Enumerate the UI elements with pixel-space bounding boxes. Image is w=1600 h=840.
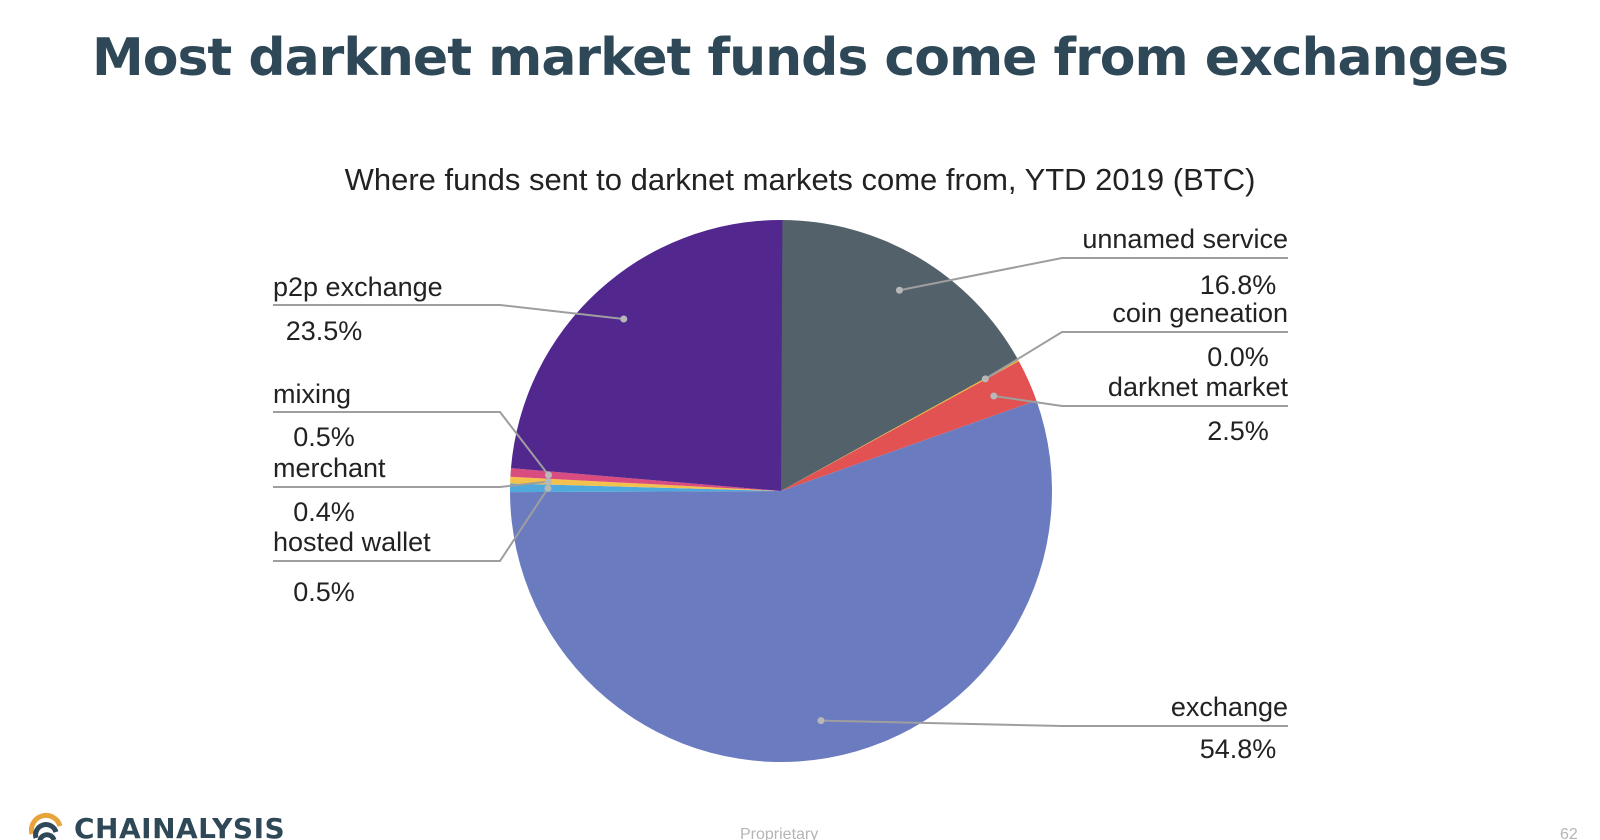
- leader-line-p2p-exchange: [273, 304, 624, 320]
- pie-slice-exchange: [510, 400, 1053, 762]
- brand-logo: CHAINALYSIS: [26, 812, 285, 840]
- pie-slice-hosted-wallet: [509, 483, 781, 493]
- leader-dot-exchange: [817, 717, 825, 725]
- leader-line-darknet-market: [993, 394, 1288, 407]
- pie-slice-mixing: [510, 468, 781, 491]
- leader-dot-p2p-exchange: [620, 315, 628, 323]
- slice-value-exchange: 54.8%: [1200, 734, 1277, 764]
- page-number: 62: [1560, 826, 1578, 840]
- slice-labels: unnamed service 16.8%coin geneation 0.0%da…: [273, 224, 1288, 764]
- leader-line-mixing: [273, 411, 550, 476]
- pie-slice-p2p-exchange: [510, 220, 783, 492]
- slice-value-coin-geneation: 0.0%: [1207, 342, 1269, 372]
- pie-slices: [509, 220, 1053, 762]
- proprietary-note: Proprietary: [740, 826, 819, 840]
- slice-label-unnamed-service: unnamed service: [1082, 224, 1288, 254]
- leader-lines: [273, 257, 1288, 727]
- slice-label-merchant: merchant: [273, 453, 386, 483]
- slice-label-darknet-market: darknet market: [1108, 372, 1289, 402]
- chart-title: Where funds sent to darknet markets come…: [345, 162, 1256, 197]
- leader-dot-merchant: [544, 478, 552, 486]
- slice-label-mixing: mixing: [273, 379, 351, 409]
- leader-dot-mixing: [544, 471, 552, 479]
- leader-dot-unnamed-service: [895, 286, 903, 294]
- slice-value-mixing: 0.5%: [293, 422, 355, 452]
- chainalysis-logo-icon: [28, 812, 63, 840]
- slice-label-p2p-exchange: p2p exchange: [273, 272, 443, 302]
- pie-slice-coin-geneation: [781, 359, 1019, 491]
- slice-label-exchange: exchange: [1171, 692, 1288, 722]
- pie-chart: Where funds sent to darknet markets come…: [273, 162, 1288, 764]
- leader-line-exchange: [820, 719, 1288, 727]
- slice-value-merchant: 0.4%: [293, 497, 355, 527]
- leader-dot-hosted-wallet: [544, 484, 552, 492]
- slice-label-hosted-wallet: hosted wallet: [273, 527, 431, 557]
- pie-slice-unnamed-service: [781, 220, 1019, 491]
- leader-line-unnamed-service: [899, 257, 1288, 292]
- leader-line-merchant: [273, 480, 549, 488]
- slice-value-p2p-exchange: 23.5%: [286, 316, 363, 346]
- leader-dot-darknet-market: [990, 392, 998, 400]
- leader-line-coin-geneation: [984, 331, 1288, 380]
- pie-slice-darknet-market: [781, 361, 1037, 491]
- brand-name: CHAINALYSIS: [74, 812, 286, 840]
- slice-value-hosted-wallet: 0.5%: [293, 577, 355, 607]
- slice-value-unnamed-service: 16.8%: [1200, 270, 1277, 300]
- leader-dot-coin-geneation: [981, 375, 989, 383]
- leader-line-hosted-wallet: [273, 487, 549, 562]
- slice-label-coin-geneation: coin geneation: [1112, 298, 1288, 328]
- page-title: Most darknet market funds come from exch…: [91, 28, 1509, 88]
- slice-value-darknet-market: 2.5%: [1207, 416, 1269, 446]
- pie-slice-merchant: [510, 476, 781, 491]
